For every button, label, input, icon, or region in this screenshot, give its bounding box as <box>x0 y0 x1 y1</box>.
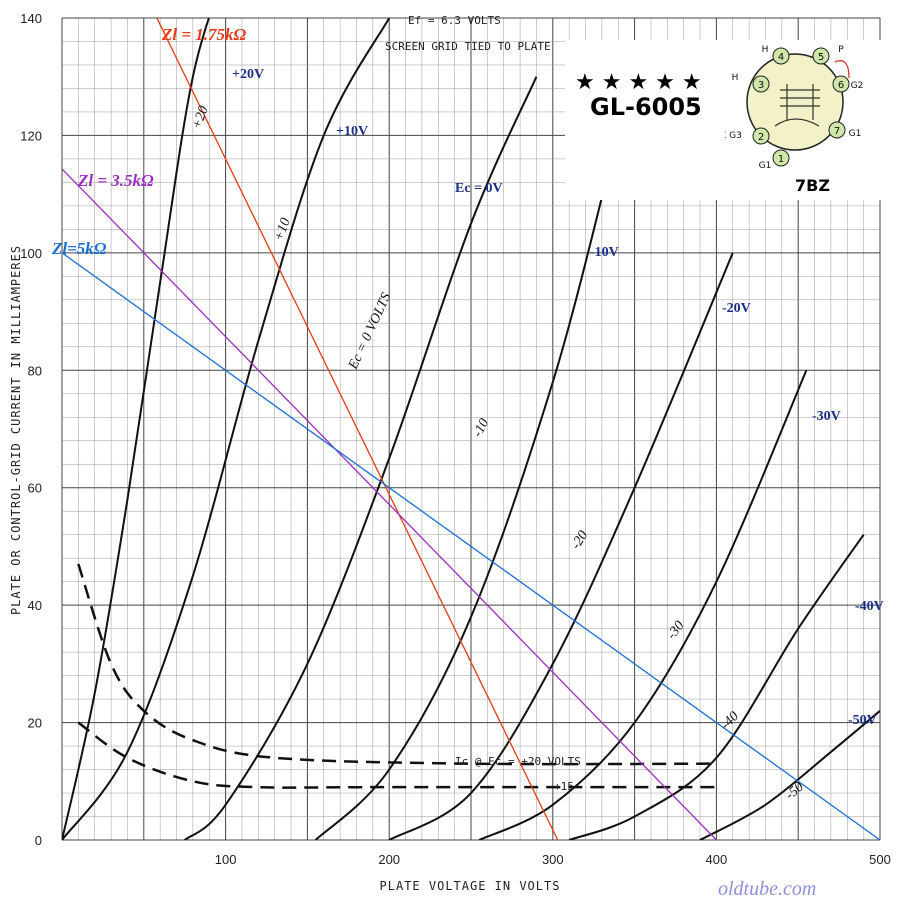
chart-grid <box>61 17 881 841</box>
curve-inline-label: Ec = 0 VOLTS <box>346 291 395 373</box>
x-tick-label: 400 <box>706 852 728 867</box>
base-type: 7BZ <box>795 176 830 195</box>
curve-end-label: -50V <box>848 713 877 728</box>
curve-end-label: -20V <box>722 301 751 316</box>
base-pin-label: X G3 <box>725 131 742 141</box>
plate-curve <box>62 18 391 840</box>
screen-grid-note: SCREEN GRID TIED TO PLATE <box>385 40 551 53</box>
plate-curve <box>184 76 538 840</box>
x-tick-label: 200 <box>378 852 400 867</box>
plate-curves <box>62 18 880 840</box>
tube-info-panel <box>565 40 897 200</box>
base-pin <box>752 127 770 145</box>
x-axis-label: PLATE VOLTAGE IN VOLTS <box>380 879 561 893</box>
x-tick-label: 100 <box>215 852 237 867</box>
base-pin-number: 5 <box>818 52 824 63</box>
load-line <box>62 252 880 840</box>
curve-end-label: Ec = 0V <box>455 181 503 196</box>
load-line <box>156 18 559 840</box>
curve-inline-label: -30 <box>664 619 687 643</box>
base-pin-label: G1 <box>849 129 862 139</box>
base-pin <box>828 121 846 139</box>
base-pin-label: G2 <box>851 81 864 91</box>
base-pin-number: 6 <box>838 80 844 91</box>
curve-inline-label: -20 <box>569 528 592 552</box>
load-line-label: Zl = 3.5kΩ <box>77 171 154 190</box>
base-pin-label: H <box>732 73 739 83</box>
base-pin <box>752 75 770 93</box>
grid-current-label: +15 <box>554 780 574 793</box>
electrode-sketch <box>774 84 820 127</box>
curve-end-label: -30V <box>812 409 841 424</box>
y-tick-label: 140 <box>20 11 42 26</box>
base-pin <box>772 149 790 167</box>
curve-inline-label: +10 <box>272 216 294 243</box>
chart-axes: 100 200 300 400 500 0 20 40 60 80 100 120 140 <box>20 11 891 867</box>
base-pin-number: 3 <box>758 80 764 91</box>
load-line-label: Zl=5kΩ <box>51 239 107 258</box>
y-tick-label: 80 <box>28 363 42 378</box>
plate-curve <box>478 369 808 840</box>
load-line-label: Zl = 1.75kΩ <box>161 25 247 44</box>
curve-end-label: +20V <box>232 67 264 82</box>
base-pin <box>772 47 790 65</box>
plate-curve <box>699 710 880 840</box>
y-tick-label: 120 <box>20 128 42 143</box>
plate-curve <box>388 252 734 840</box>
filament-note: Ef = 6.3 VOLTS <box>408 14 501 27</box>
y-tick-label: 60 <box>28 481 42 496</box>
tube-name: GL-6005 <box>590 93 702 121</box>
y-tick-label: 20 <box>28 716 42 731</box>
watermark: oldtube.com <box>718 878 817 900</box>
base-pin-label: G1 <box>759 161 772 170</box>
curve-end-label: +10V <box>336 124 368 139</box>
base-pin <box>812 47 830 65</box>
load-line <box>62 168 717 840</box>
plate-curve <box>62 18 210 840</box>
rating-stars: ★★★★★ <box>575 70 709 95</box>
plate-curve <box>314 164 612 840</box>
grid-current-curve <box>77 563 717 766</box>
grid-current-label: Ic @ Ec = +20 VOLTS <box>455 755 581 768</box>
plate-wire <box>834 60 850 79</box>
base-pin-number: 1 <box>778 154 784 165</box>
grid-current-curves <box>77 563 717 789</box>
curve-inline-label: -50 <box>783 780 807 803</box>
curve-end-label: -10V <box>590 245 619 260</box>
base-pin-label: H <box>762 45 769 55</box>
base-pin-number: 4 <box>778 52 784 63</box>
curve-end-label: -40V <box>855 599 884 614</box>
base-pin-label: P <box>838 45 844 55</box>
y-tick-label: 100 <box>20 246 42 261</box>
base-pin-number: 2 <box>758 132 764 143</box>
plate-curve <box>568 534 865 840</box>
y-tick-label: 40 <box>28 598 42 613</box>
y-axis-label: PLATE OR CONTROL-GRID CURRENT IN MILLIAM… <box>9 245 23 615</box>
curve-inline-label: -10 <box>470 416 492 440</box>
base-pin <box>832 75 850 93</box>
base-pin-number: 7 <box>834 126 840 137</box>
load-lines <box>62 18 880 840</box>
x-tick-label: 300 <box>542 852 564 867</box>
y-tick-label: 0 <box>35 833 42 848</box>
x-tick-label: 500 <box>869 852 891 867</box>
grid-current-curve <box>77 721 717 789</box>
